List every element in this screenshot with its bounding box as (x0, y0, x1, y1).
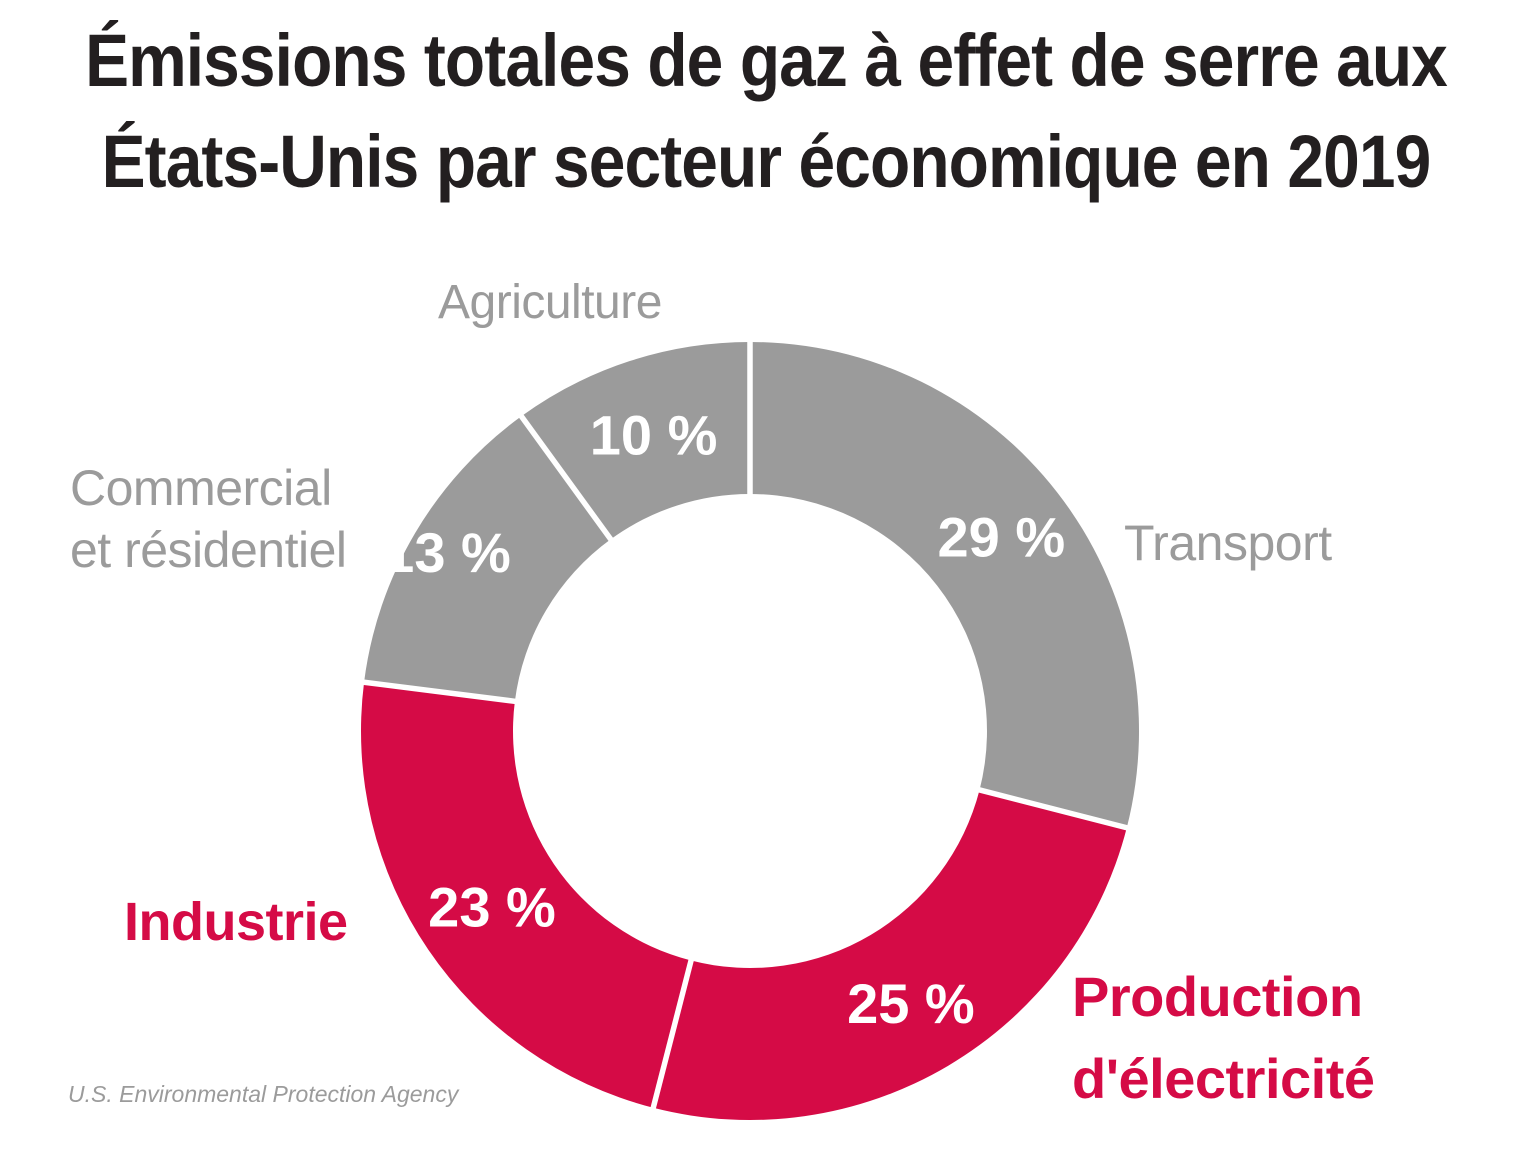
sector-label-text: Agriculture (438, 276, 662, 329)
slice-divider (976, 786, 1130, 831)
slice-production-d-electricite (653, 789, 1127, 1121)
slice-value-commercial-et-residentiel: 13 % (383, 521, 511, 584)
chart-title-line-1: Émissions totales de gaz à effet de serr… (85, 19, 1448, 102)
slice-value-industrie: 23 % (428, 876, 556, 939)
sector-label-commercial-residentiel: Commercial et résidentiel (70, 457, 347, 581)
sector-label-text: Transport (1124, 515, 1332, 571)
chart-title: Émissions totales de gaz à effet de serr… (84, 10, 1448, 212)
sector-label-production-electricite: Production d'électricité (1072, 956, 1375, 1120)
slice-value-transport: 29 % (937, 505, 1065, 568)
sector-label-text-line-2: d'électricité (1072, 1047, 1375, 1110)
slice-commercial-et-residentiel (364, 416, 611, 702)
source-attribution: U.S. Environmental Protection Agency (68, 1081, 459, 1107)
slice-industrie (361, 682, 692, 1108)
sector-label-industrie: Industrie (124, 891, 348, 953)
slice-divider (517, 413, 615, 543)
sector-label-text: Industrie (124, 892, 348, 952)
sector-label-text-line-2: et résidentiel (70, 522, 347, 578)
sector-label-transport: Transport (1124, 512, 1332, 574)
slice-transport (750, 342, 1140, 828)
sector-label-agriculture: Agriculture (438, 272, 662, 334)
slice-value-agriculture: 10 % (590, 403, 718, 466)
sector-label-text-line-1: Commercial (70, 460, 332, 516)
sector-label-text-line-1: Production (1072, 965, 1363, 1028)
slice-value-production-d-electricite: 25 % (847, 972, 975, 1035)
chart-title-line-2: États-Unis par secteur économique en 201… (101, 120, 1432, 203)
slice-divider (361, 679, 518, 705)
slice-agriculture (521, 342, 750, 540)
slice-divider (650, 957, 695, 1111)
